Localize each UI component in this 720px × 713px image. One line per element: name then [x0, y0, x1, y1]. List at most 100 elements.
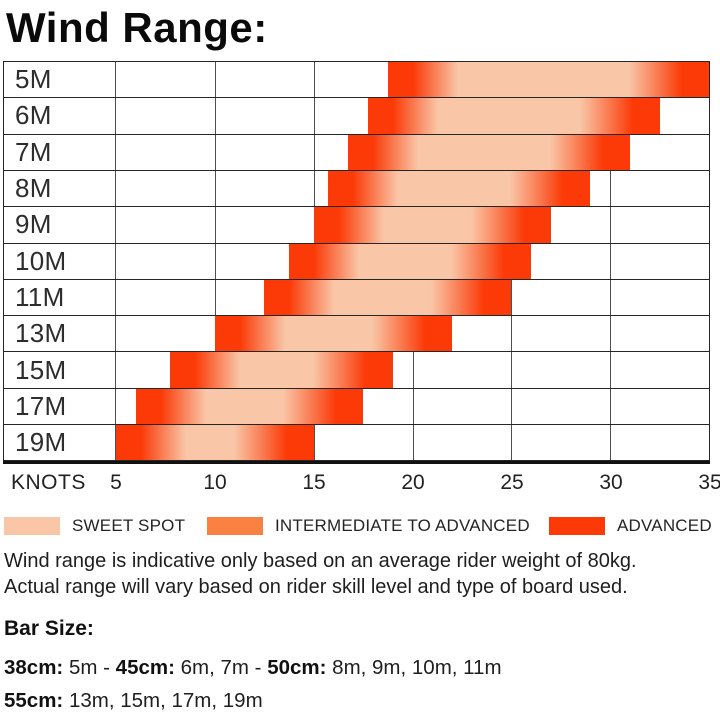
- kite-size-label: 17M: [4, 388, 116, 424]
- wind-range-bar: [214, 316, 453, 352]
- gridline: [610, 425, 612, 461]
- advanced-swatch-icon: [549, 517, 605, 536]
- gridline: [511, 425, 513, 461]
- row-plot: [116, 207, 709, 243]
- row-plot: [116, 98, 709, 134]
- disclaimer-line-1: Wind range is indicative only based on a…: [4, 550, 637, 573]
- row-plot: [116, 134, 709, 170]
- gridline: [610, 352, 612, 388]
- gridline: [610, 388, 612, 424]
- x-axis-tick: 15: [302, 471, 326, 495]
- gridline: [214, 170, 216, 207]
- gridline: [511, 316, 513, 352]
- row-plot: [116, 243, 709, 279]
- x-axis-tick: 10: [203, 471, 227, 495]
- kite-size-label: 8M: [4, 170, 116, 207]
- legend-label: SWEET SPOT: [72, 516, 186, 536]
- chart-row: 19M: [4, 425, 709, 462]
- bar-size-value: 55cm:: [4, 689, 64, 713]
- x-axis-tick: 30: [599, 471, 623, 495]
- kite-size-label: 6M: [4, 98, 116, 134]
- chart-row: 8M: [4, 170, 709, 208]
- x-axis-ticks: 5 10 15 20 25 30 35: [110, 464, 720, 494]
- bar-size-heading: Bar Size:: [4, 617, 94, 641]
- legend: SWEET SPOT INTERMEDIATE TO ADVANCED ADVA…: [0, 516, 720, 536]
- chart-row: 10M: [4, 243, 709, 280]
- gridline: [610, 243, 612, 279]
- kite-size-label: 9M: [4, 207, 116, 243]
- gridline: [214, 62, 216, 98]
- row-plot: [116, 388, 709, 424]
- x-axis-tick: 20: [401, 471, 425, 495]
- wind-range-bar: [368, 98, 660, 134]
- kite-size-label: 15M: [4, 352, 116, 388]
- chart-row: 6M: [4, 98, 709, 135]
- chart-row: 15M: [4, 352, 709, 389]
- gridline: [412, 425, 414, 461]
- legend-label: INTERMEDIATE TO ADVANCED: [275, 516, 530, 536]
- legend-item-advanced: ADVANCED: [549, 516, 712, 536]
- bar-size-value: 45cm:: [115, 656, 175, 680]
- gridline: [313, 62, 315, 98]
- gridline: [313, 98, 315, 134]
- gridline: [214, 98, 216, 134]
- row-plot: [116, 425, 709, 461]
- wind-range-bar: [264, 279, 512, 316]
- disclaimer-line-2: Actual range will vary based on rider sk…: [4, 576, 628, 599]
- gridline: [610, 279, 612, 316]
- chart-row: 5M: [4, 62, 709, 99]
- disclaimer-text: Wind range is indicative only based on a…: [4, 548, 720, 600]
- kite-size-label: 7M: [4, 134, 116, 170]
- kite-size-label: 10M: [4, 243, 116, 279]
- legend-label: ADVANCED: [617, 516, 712, 536]
- x-axis-tick: 25: [500, 471, 524, 495]
- wind-range-bar: [135, 388, 364, 424]
- gridline: [313, 170, 315, 207]
- chart-row: 9M: [4, 207, 709, 244]
- row-plot: [116, 170, 709, 207]
- kite-sizes-value: 5m -: [63, 656, 116, 680]
- gridline: [610, 316, 612, 352]
- gridline: [511, 352, 513, 388]
- gridline: [313, 425, 315, 461]
- gridline: [511, 279, 513, 316]
- gridline: [610, 207, 612, 243]
- page-title: Wind Range:: [6, 4, 268, 51]
- gridline: [214, 243, 216, 279]
- x-axis-label: KNOTS: [11, 471, 86, 495]
- row-plot: [116, 279, 709, 316]
- bar-size-line-1: 38cm: 5m - 45cm: 6m, 7m - 50cm: 8m, 9m, …: [4, 656, 720, 680]
- bar-size-value: 38cm:: [4, 656, 64, 680]
- row-plot: [116, 316, 709, 352]
- wind-range-bar: [313, 207, 551, 243]
- legend-item-sweet-spot: SWEET SPOT: [4, 516, 185, 536]
- chart-row: 7M: [4, 134, 709, 171]
- kite-sizes-value: 6m, 7m -: [174, 656, 268, 680]
- gridline: [214, 279, 216, 316]
- gridline: [412, 352, 414, 388]
- gridline: [214, 134, 216, 170]
- kite-size-label: 5M: [4, 62, 116, 98]
- legend-item-intermediate: INTERMEDIATE TO ADVANCED: [207, 516, 530, 536]
- wind-range-bar: [348, 134, 630, 170]
- wind-range-infographic: Wind Range: 5M 6M 7M 8M 9M 10M 11M 13M 15M 17M 19M…: [0, 4, 720, 712]
- sweet-spot-swatch-icon: [4, 517, 60, 536]
- x-axis-tick: 35: [698, 471, 720, 495]
- wind-range-bar: [328, 170, 591, 207]
- gridline: [214, 207, 216, 243]
- kite-sizes-value: 8m, 9m, 10m, 11m: [326, 656, 502, 680]
- wind-range-bar: [288, 243, 532, 279]
- bar-size-line-2: 55cm: 13m, 15m, 17m, 19m: [4, 689, 720, 713]
- chart-row: 13M: [4, 316, 709, 353]
- bar-size-value: 50cm:: [267, 656, 327, 680]
- gridline: [511, 388, 513, 424]
- gridline: [412, 388, 414, 424]
- kite-size-label: 19M: [4, 425, 116, 461]
- chart-row: 17M: [4, 388, 709, 425]
- chart-row: 11M: [4, 279, 709, 317]
- x-axis-tick: 5: [110, 471, 122, 495]
- kite-size-label: 11M: [4, 279, 116, 316]
- gridline: [313, 134, 315, 170]
- wind-range-chart: 5M 6M 7M 8M 9M 10M 11M 13M 15M 17M 19M KNOTS 5 10 15…: [3, 61, 720, 495]
- wind-range-bar: [170, 352, 393, 388]
